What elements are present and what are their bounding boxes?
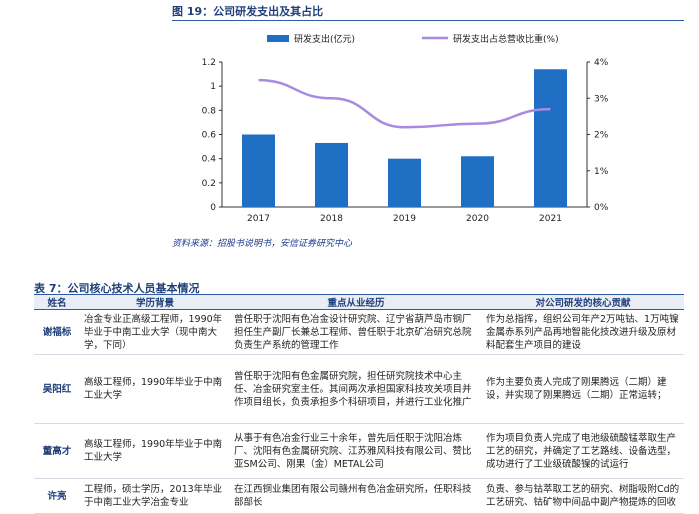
chart-axes: 0 0.2 0.4 0.6 0.8 1 1.2 0% 1% 2% 3% 4% 2017 2018 2019 2… bbox=[202, 58, 609, 224]
y-tick-label-left: 0 bbox=[210, 203, 216, 213]
bar-rd-expense bbox=[534, 69, 567, 207]
core-staff-table: 姓名 学历背景 重点从业经历 对公司研发的核心贡献 谢福标 冶金专业正高级工程师… bbox=[34, 295, 684, 514]
header-name: 姓名 bbox=[34, 295, 80, 310]
staff-experience: 曾任职于沈阳有色冶金设计研究院、辽宁省葫芦岛市钢厂担任生产副厂长兼总工程师、曾任… bbox=[230, 309, 482, 355]
y-tick-label-right: 3% bbox=[594, 94, 609, 104]
bar-rd-expense bbox=[242, 134, 275, 207]
header-contribution: 对公司研发的核心贡献 bbox=[482, 295, 684, 310]
y-tick-label-right: 1% bbox=[594, 167, 609, 177]
table-header-row: 姓名 学历背景 重点从业经历 对公司研发的核心贡献 bbox=[34, 295, 684, 310]
y-tick-label-left: 0.2 bbox=[202, 179, 216, 189]
table-title-rule bbox=[34, 294, 684, 295]
staff-name: 谢福标 bbox=[34, 309, 80, 355]
bar-rd-expense bbox=[315, 142, 348, 207]
x-tick-label: 2018 bbox=[320, 214, 343, 224]
y-tick-label-left: 0.8 bbox=[202, 106, 217, 116]
table-row: 吴阳红 高级工程师，1990年毕业于中南工业大学 曾任职于沈阳有色金属研究院，担… bbox=[34, 354, 684, 424]
y-tick-label-right: 0% bbox=[594, 203, 609, 213]
staff-name: 吴阳红 bbox=[34, 354, 80, 424]
staff-name: 董高才 bbox=[34, 423, 80, 479]
x-tick-label: 2017 bbox=[247, 214, 270, 224]
chart-bars bbox=[242, 69, 567, 207]
legend-swatch-bar bbox=[267, 35, 289, 42]
x-tick-label: 2021 bbox=[539, 214, 562, 224]
y-tick-label-left: 0.4 bbox=[202, 155, 217, 165]
legend-label-line: 研发支出占总营收比重(%) bbox=[453, 33, 559, 45]
x-tick-label: 2020 bbox=[466, 214, 489, 224]
chart-line bbox=[258, 78, 551, 129]
header-education: 学历背景 bbox=[80, 295, 230, 310]
staff-experience: 曾任职于沈阳有色金属研究院，担任研究院技术中心主任、冶金研究室主任。其间两次承担… bbox=[230, 354, 482, 424]
staff-experience: 从事于有色冶金行业三十余年，曾先后任职于沈阳冶炼厂、沈阳有色金属研究院、江苏雅风… bbox=[230, 423, 482, 479]
rd-expense-chart: 研发支出(亿元) 研发支出占总营收比重(%) 00.20.40.60.811.20… bbox=[202, 33, 609, 224]
y-tick-label-left: 1 bbox=[210, 82, 216, 92]
staff-education: 高级工程师，1990年毕业于中南工业大学 bbox=[80, 354, 230, 424]
bar-rd-expense bbox=[388, 158, 421, 207]
table-row: 谢福标 冶金专业正高级工程师，1990年毕业于中南工业大学（现中南大学，下同） … bbox=[34, 309, 684, 355]
staff-contribution: 作为项目负责人完成了电池级硫酸锰萃取生产工艺的研究，并确定了工艺路线、设备选型，… bbox=[482, 423, 684, 479]
figure-source: 资料来源：招股书说明书，安信证券研究中心 bbox=[172, 239, 353, 249]
y-tick-label-right: 2% bbox=[594, 131, 609, 141]
figure-title: 图 19：公司研发支出及其占比 bbox=[172, 5, 324, 18]
y-tick-label-right: 4% bbox=[594, 58, 609, 68]
header-experience: 重点从业经历 bbox=[230, 295, 482, 310]
table-title: 表 7：公司核心技术人员基本情况 bbox=[34, 282, 200, 295]
legend-label-bar: 研发支出(亿元) bbox=[294, 33, 355, 45]
y-tick-label-left: 0.6 bbox=[202, 131, 217, 141]
staff-contribution: 作为总指挥，组织公司年产2万吨钴、1万吨镍金属赤系列产品再地智能化技改进升级及原… bbox=[482, 309, 684, 355]
staff-education: 高级工程师，1990年毕业于中南工业大学 bbox=[80, 423, 230, 479]
staff-contribution: 作为主要负责人完成了刚果腾远（二期）建设，并实现了刚果腾远（二期）正常运转； bbox=[482, 354, 684, 424]
bar-rd-expense bbox=[461, 156, 494, 207]
figure-title-rule bbox=[172, 20, 684, 21]
table-row: 董高才 高级工程师，1990年毕业于中南工业大学 从事于有色冶金行业三十余年，曾… bbox=[34, 423, 684, 479]
x-tick-label: 2019 bbox=[393, 214, 416, 224]
y-tick-label-left: 1.2 bbox=[202, 58, 216, 68]
staff-education: 冶金专业正高级工程师，1990年毕业于中南工业大学（现中南大学，下同） bbox=[80, 309, 230, 355]
chart-legend: 研发支出(亿元) 研发支出占总营收比重(%) bbox=[267, 33, 559, 45]
line-rd-ratio bbox=[258, 78, 551, 129]
